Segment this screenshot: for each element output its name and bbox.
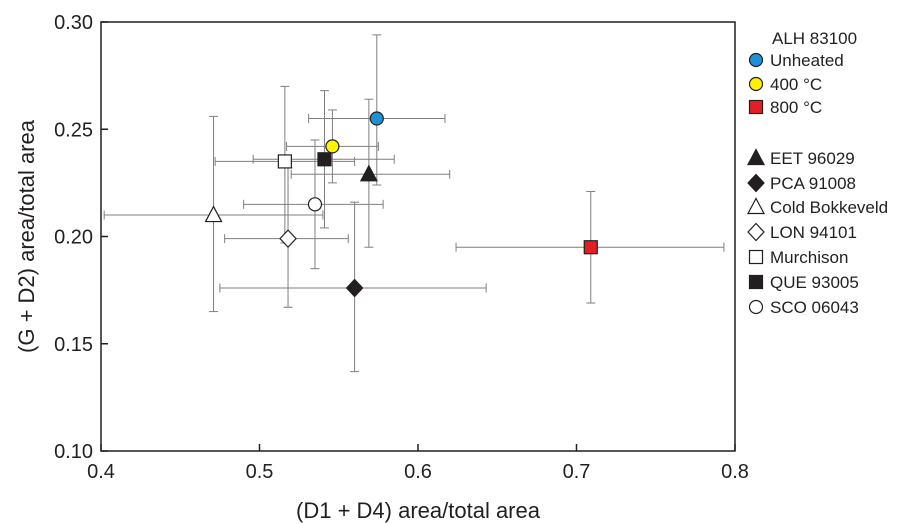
legend-marker — [748, 76, 764, 92]
plot-area-frame — [100, 21, 736, 452]
x-axis-title: (D1 + D4) area/total area — [296, 498, 541, 523]
x-tick-label: 0.7 — [563, 461, 591, 483]
y-tick-label: 0.10 — [54, 441, 93, 463]
data-point — [583, 240, 598, 255]
y-tick-label: 0.20 — [54, 227, 93, 249]
legend-group-title: ALH 83100 — [772, 29, 857, 48]
legend-marker — [748, 99, 764, 115]
data-point — [204, 205, 223, 223]
data-point — [317, 152, 332, 167]
legend-label: PCA 91008 — [770, 174, 856, 193]
legend-marker — [748, 52, 764, 68]
legend-label: Cold Bokkeveld — [770, 198, 888, 217]
x-tick-label: 0.5 — [246, 461, 274, 483]
y-axis-title: (G + D2) area/total area — [14, 119, 39, 353]
legend-label: EET 96029 — [770, 149, 855, 168]
legend: ALH 83100 Unheated 400 °C 800 °C EET 96029 P… — [747, 29, 888, 317]
legend-label: SCO 06043 — [770, 298, 859, 317]
legend-label: 400 °C — [770, 75, 822, 94]
legend-label: Unheated — [770, 51, 844, 70]
x-tick-label: 0.6 — [404, 461, 432, 483]
legend-marker — [748, 249, 764, 265]
legend-label: Murchison — [770, 248, 848, 267]
data-point — [345, 278, 364, 298]
legend-marker — [748, 274, 764, 290]
y-tick-label: 0.15 — [54, 334, 93, 356]
data-point — [307, 197, 323, 212]
legend-label: LON 94101 — [770, 223, 857, 242]
data-point — [369, 111, 384, 126]
legend-label: QUE 93005 — [770, 273, 859, 292]
data-point — [277, 154, 292, 169]
x-tick-label: 0.4 — [87, 461, 115, 483]
y-axis-ticks: 0.10 0.15 0.20 0.25 0.30 — [54, 12, 108, 463]
legend-marker — [747, 148, 765, 166]
data-point — [279, 229, 297, 249]
data-point — [359, 164, 378, 182]
legend-marker — [747, 173, 765, 193]
data-point — [325, 139, 340, 154]
data-markers — [204, 111, 598, 298]
legend-label: 800 °C — [770, 98, 822, 117]
y-tick-label: 0.30 — [54, 12, 93, 34]
x-tick-label: 0.8 — [721, 461, 749, 483]
x-axis-ticks: 0.4 0.5 0.6 0.7 0.8 — [87, 444, 749, 483]
error-bars — [103, 34, 725, 373]
legend-marker — [747, 197, 765, 215]
legend-marker — [748, 299, 764, 315]
y-tick-label: 0.25 — [54, 119, 93, 141]
legend-marker — [747, 222, 765, 242]
